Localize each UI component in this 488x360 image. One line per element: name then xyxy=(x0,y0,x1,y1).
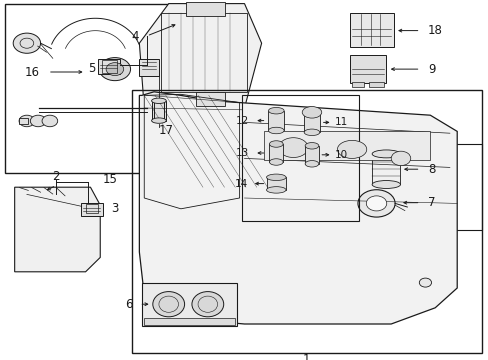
Bar xyxy=(269,144,283,162)
Text: 16: 16 xyxy=(25,66,40,78)
Text: 6: 6 xyxy=(125,298,133,311)
Bar xyxy=(264,131,429,160)
Circle shape xyxy=(99,58,130,81)
Bar xyxy=(185,2,224,16)
Text: 13: 13 xyxy=(236,148,249,158)
Text: 10: 10 xyxy=(334,150,347,160)
Polygon shape xyxy=(139,92,456,324)
Bar xyxy=(144,318,234,325)
Ellipse shape xyxy=(302,107,321,118)
Bar xyxy=(132,90,481,353)
Ellipse shape xyxy=(337,140,366,158)
Text: 1: 1 xyxy=(303,353,310,360)
Ellipse shape xyxy=(268,127,284,134)
Ellipse shape xyxy=(151,98,166,104)
Ellipse shape xyxy=(371,180,400,189)
Ellipse shape xyxy=(268,107,284,114)
Bar xyxy=(139,59,159,76)
Text: 12: 12 xyxy=(236,116,249,126)
Text: 2: 2 xyxy=(52,170,60,183)
Bar xyxy=(151,101,166,121)
Bar xyxy=(142,283,237,326)
Ellipse shape xyxy=(390,151,410,166)
Bar xyxy=(371,154,400,184)
Bar xyxy=(195,92,224,106)
Ellipse shape xyxy=(305,143,318,149)
Ellipse shape xyxy=(191,292,223,317)
Bar xyxy=(85,204,98,213)
Bar xyxy=(368,82,383,87)
Ellipse shape xyxy=(278,138,307,158)
Text: 3: 3 xyxy=(111,202,119,215)
Bar xyxy=(5,4,215,173)
Bar xyxy=(266,177,285,190)
Bar xyxy=(161,13,246,92)
Bar xyxy=(19,118,28,124)
Circle shape xyxy=(13,33,41,53)
Bar xyxy=(356,144,481,230)
Bar xyxy=(98,59,120,74)
Bar xyxy=(81,203,102,216)
Circle shape xyxy=(19,115,35,127)
Ellipse shape xyxy=(304,109,319,116)
Text: 11: 11 xyxy=(334,117,347,127)
Bar xyxy=(102,60,117,73)
Ellipse shape xyxy=(305,161,318,167)
Bar xyxy=(349,55,386,83)
Text: 18: 18 xyxy=(427,24,442,37)
Circle shape xyxy=(42,115,58,127)
Text: 17: 17 xyxy=(159,124,173,137)
Text: 8: 8 xyxy=(427,163,434,176)
Ellipse shape xyxy=(304,129,319,135)
Bar xyxy=(349,13,393,47)
Ellipse shape xyxy=(371,150,400,158)
Ellipse shape xyxy=(151,118,166,123)
Ellipse shape xyxy=(266,174,285,181)
Ellipse shape xyxy=(269,159,283,165)
Bar xyxy=(351,82,364,87)
Bar xyxy=(304,112,319,132)
Ellipse shape xyxy=(269,141,283,147)
Text: 14: 14 xyxy=(235,179,248,189)
Ellipse shape xyxy=(152,292,184,317)
Text: 4: 4 xyxy=(132,30,139,42)
Text: 5: 5 xyxy=(88,62,95,75)
Circle shape xyxy=(30,115,46,127)
Circle shape xyxy=(366,196,386,211)
Bar xyxy=(305,146,318,164)
Circle shape xyxy=(106,63,123,76)
Polygon shape xyxy=(15,187,100,272)
Ellipse shape xyxy=(266,186,285,193)
Circle shape xyxy=(357,190,394,217)
Ellipse shape xyxy=(418,278,431,287)
Text: 15: 15 xyxy=(102,173,117,186)
Polygon shape xyxy=(139,4,261,108)
Text: 9: 9 xyxy=(427,63,434,76)
Bar xyxy=(242,95,359,221)
Bar xyxy=(268,111,284,130)
Text: 7: 7 xyxy=(427,196,434,209)
